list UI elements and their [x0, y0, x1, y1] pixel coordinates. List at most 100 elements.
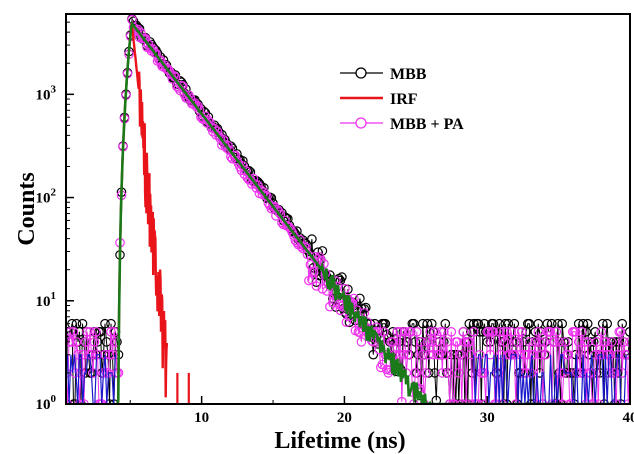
- data-point: [368, 349, 379, 360]
- data-point: [468, 326, 479, 337]
- data-point: [360, 302, 371, 313]
- data-point: [585, 337, 596, 347]
- data-point: [590, 326, 600, 337]
- data-point: [299, 241, 310, 251]
- y-axis-title: Counts: [14, 172, 40, 245]
- data-point: [423, 368, 434, 378]
- data-point: [71, 318, 82, 329]
- data-point: [602, 349, 612, 360]
- data-point: [431, 337, 442, 347]
- data-point: [560, 337, 570, 347]
- data-point: [506, 326, 517, 337]
- data-point: [416, 337, 427, 347]
- data-point: [443, 368, 454, 378]
- data-point: [434, 349, 445, 360]
- data-point: [545, 326, 556, 337]
- data-point: [422, 318, 433, 329]
- data-point: [441, 337, 452, 347]
- data-point: [534, 337, 545, 347]
- data-point: [582, 318, 593, 329]
- y-tick-base: 10: [36, 294, 51, 310]
- legend-label: MBB: [390, 66, 427, 83]
- data-point: [334, 299, 344, 310]
- data-point: [106, 326, 116, 337]
- data-point: [378, 326, 389, 337]
- data-point: [528, 349, 539, 360]
- data-point: [618, 337, 629, 347]
- data-point: [464, 337, 475, 347]
- data-point: [295, 234, 305, 245]
- data-point: [100, 318, 110, 329]
- data-point: [422, 337, 433, 347]
- data-point: [497, 337, 508, 347]
- data-point: [530, 326, 541, 337]
- data-point: [91, 326, 101, 337]
- data-point: [66, 337, 74, 347]
- data-point: [402, 337, 413, 347]
- data-point: [86, 349, 97, 360]
- y-tick-exponent: 3: [51, 83, 57, 95]
- data-point: [328, 297, 338, 308]
- data-point: [408, 318, 419, 329]
- y-tick-exponent: 2: [51, 187, 57, 199]
- data-point: [500, 337, 511, 347]
- data-point: [452, 337, 463, 347]
- x-tick-label: 10: [194, 410, 209, 426]
- data-point: [393, 337, 404, 347]
- x-axis-ticks: 10 20 30 40: [129, 396, 634, 426]
- data-point: [494, 326, 505, 337]
- data-point: [455, 349, 466, 360]
- x-tick-label: 40: [623, 410, 634, 426]
- data-point: [398, 349, 409, 360]
- data-point: [301, 242, 311, 253]
- data-point: [205, 117, 215, 128]
- fit-line: [116, 19, 613, 404]
- data-point: [77, 318, 88, 329]
- legend-label: MBB + PA: [390, 116, 464, 133]
- legend-marker: [355, 117, 367, 129]
- y-tick-label: 103: [36, 83, 57, 103]
- data-point: [498, 326, 509, 337]
- data-point: [596, 326, 606, 337]
- data-point: [428, 349, 439, 360]
- data-point: [410, 368, 421, 378]
- data-point: [307, 234, 317, 244]
- y-tick-label: 100: [36, 393, 57, 413]
- data-point: [194, 105, 205, 115]
- data-point: [74, 326, 85, 337]
- data-point: [509, 349, 520, 360]
- data-point: [557, 318, 567, 329]
- data-point: [576, 326, 587, 337]
- data-point: [420, 368, 431, 378]
- data-point: [92, 349, 103, 360]
- data-point: [485, 337, 496, 347]
- data-point: [536, 349, 547, 360]
- data-point: [431, 395, 442, 404]
- data-point: [609, 368, 620, 378]
- data-point: [488, 326, 499, 337]
- data-point: [397, 396, 407, 404]
- legend-marker: [355, 67, 367, 79]
- x-tick-label: 20: [337, 410, 352, 426]
- data-point: [501, 326, 512, 337]
- data-point: [280, 215, 290, 226]
- data-point: [241, 166, 251, 176]
- data-point: [151, 48, 161, 59]
- data-point: [209, 123, 220, 134]
- data-point: [615, 326, 626, 337]
- data-point: [438, 326, 449, 337]
- blue-background-line: [66, 354, 627, 404]
- data-point: [474, 349, 485, 360]
- data-point: [554, 337, 565, 347]
- data-point: [549, 337, 560, 347]
- data-point: [188, 99, 199, 109]
- data-point: [509, 318, 520, 329]
- y-tick-exponent: 0: [51, 393, 57, 405]
- data-point: [89, 337, 100, 347]
- data-point: [551, 326, 562, 337]
- data-point: [317, 246, 328, 256]
- data-point: [527, 337, 538, 347]
- data-point: [474, 326, 485, 337]
- data-point: [284, 222, 295, 233]
